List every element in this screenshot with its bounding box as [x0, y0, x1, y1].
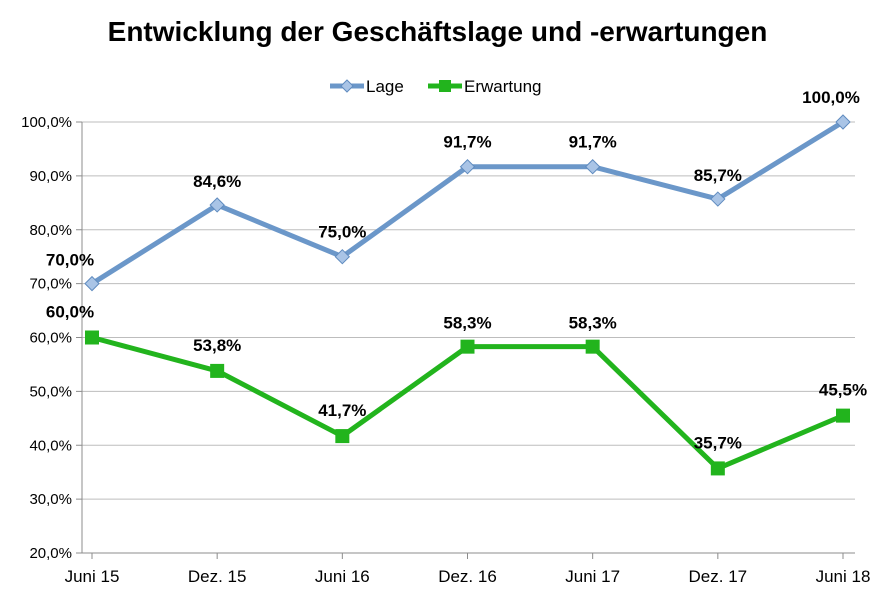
data-point-lage [459, 159, 476, 175]
data-label: 35,7% [694, 433, 742, 452]
data-point-lage [209, 197, 225, 213]
y-tick-label: 70,0% [29, 276, 72, 293]
data-point-erwartung [710, 461, 725, 476]
x-tick-label: Dez. 17 [689, 567, 748, 586]
data-point-lage [710, 191, 726, 207]
y-tick-label: 50,0% [29, 383, 72, 400]
data-label: 53,8% [193, 336, 241, 355]
x-tick-label: Juni 17 [565, 567, 620, 586]
data-label: 100,0% [802, 88, 860, 107]
data-label: 58,3% [569, 314, 617, 333]
data-label: 58,3% [443, 314, 491, 333]
y-tick-label: 100,0% [21, 114, 72, 131]
data-point-erwartung [335, 429, 350, 444]
data-label: 91,7% [443, 133, 491, 152]
data-label: 91,7% [569, 133, 617, 152]
y-tick-label: 30,0% [29, 491, 72, 508]
legend-label: Lage [366, 77, 404, 96]
data-label: 70,0% [46, 251, 94, 270]
data-point-lage [84, 275, 100, 292]
chart-title: Entwicklung der Geschäftslage und -erwar… [107, 16, 768, 47]
data-point-erwartung [585, 339, 600, 354]
y-tick-label: 20,0% [29, 545, 72, 562]
x-tick-label: Juni 16 [315, 567, 370, 586]
data-point-erwartung [836, 408, 850, 423]
x-tick-label: Dez. 15 [188, 567, 247, 586]
data-point-erwartung [460, 339, 475, 354]
data-label: 84,6% [193, 172, 241, 191]
y-tick-label: 90,0% [29, 168, 72, 185]
data-label: 60,0% [46, 303, 94, 322]
y-tick-label: 60,0% [29, 330, 72, 347]
data-point-lage [584, 159, 601, 175]
data-label: 41,7% [318, 401, 366, 420]
data-label: 45,5% [819, 381, 867, 400]
data-point-lage [835, 114, 851, 130]
x-tick-label: Juni 18 [816, 567, 871, 586]
y-tick-label: 40,0% [29, 437, 72, 454]
x-tick-label: Juni 15 [65, 567, 120, 586]
y-tick-label: 80,0% [29, 222, 72, 239]
data-label: 85,7% [694, 166, 742, 185]
legend-marker [439, 80, 451, 92]
legend-marker [340, 79, 354, 93]
data-point-lage [334, 248, 351, 265]
data-point-erwartung [210, 363, 225, 378]
legend-label: Erwartung [464, 77, 541, 96]
data-label: 75,0% [318, 223, 366, 242]
x-tick-label: Dez. 16 [438, 567, 497, 586]
data-point-erwartung [85, 330, 99, 345]
